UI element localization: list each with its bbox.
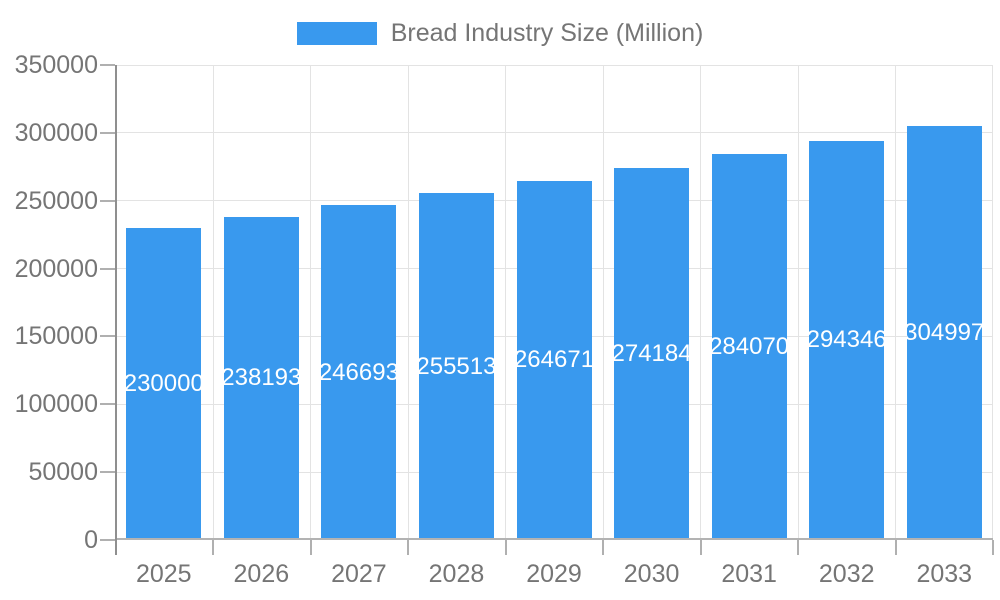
v-gridline	[212, 65, 214, 540]
y-axis-tick	[100, 131, 115, 134]
bar-value-label: 230000	[126, 369, 202, 397]
x-axis-tick	[894, 540, 897, 555]
bar-value-label: 294346	[809, 326, 885, 354]
x-axis-tick	[797, 540, 800, 555]
bar-value-label: 255513	[418, 352, 494, 380]
v-gridline	[700, 65, 702, 540]
bar[interactable]: 230000	[126, 227, 202, 540]
x-axis-tick	[504, 540, 507, 555]
plot-area: 230000 238193 246693 255513 264671 274184 2840…	[100, 64, 994, 555]
x-axis-baseline	[115, 538, 993, 540]
x-axis-tick	[991, 540, 994, 555]
v-gridline	[602, 65, 604, 540]
y-axis-labels: 0 50000 100000 150000 200000 250000 300000 3500…	[0, 51, 98, 554]
bar[interactable]: 238193	[223, 216, 299, 540]
y-axis-tick	[100, 267, 115, 270]
bar-value-label: 274184	[614, 339, 690, 367]
v-gridline	[407, 65, 409, 540]
bar-value-label: 284070	[711, 333, 787, 361]
x-tick-label: 2027	[331, 560, 387, 588]
legend-swatch	[296, 21, 377, 45]
x-tick-label: 2032	[818, 560, 875, 588]
y-tick-label: 150000	[14, 322, 98, 351]
x-axis-tick	[309, 540, 312, 555]
h-gridline	[115, 132, 993, 134]
bar[interactable]: 246693	[321, 205, 397, 540]
bar[interactable]: 294346	[809, 140, 885, 540]
x-tick-label: 2029	[526, 560, 582, 588]
y-axis-tick	[100, 64, 115, 66]
x-tick-label: 2026	[233, 560, 290, 588]
x-axis-labels: 2025 2026 2027 2028 2029 2030 2031 2032 2033	[115, 560, 993, 590]
y-tick-label: 350000	[14, 51, 98, 79]
bar-value-label: 238193	[223, 364, 299, 392]
y-axis-tick	[100, 471, 115, 474]
y-tick-label: 0	[84, 526, 98, 554]
x-axis-tick	[699, 540, 702, 555]
y-axis-tick	[100, 539, 115, 541]
bar[interactable]: 284070	[711, 154, 787, 540]
y-tick-label: 50000	[28, 458, 98, 487]
y-axis-tick	[100, 403, 115, 406]
v-gridline	[310, 65, 312, 540]
v-gridline	[895, 65, 897, 540]
legend-label: Bread Industry Size (Million)	[390, 19, 704, 47]
x-tick-label: 2025	[135, 560, 192, 588]
y-tick-label: 250000	[14, 186, 98, 215]
v-gridline	[797, 65, 799, 540]
v-gridline	[992, 65, 993, 540]
x-tick-label: 2031	[721, 560, 777, 588]
bar[interactable]: 255513	[418, 193, 494, 540]
x-tick-label: 2030	[623, 560, 680, 588]
bar[interactable]: 274184	[614, 167, 690, 540]
bar-value-label: 304997	[906, 319, 982, 347]
x-tick-label: 2033	[916, 560, 973, 588]
y-tick-label: 100000	[14, 390, 98, 419]
h-gridline	[115, 64, 993, 66]
x-tick-label: 2028	[428, 560, 485, 588]
x-axis-tick	[407, 540, 410, 555]
bar[interactable]: 264671	[516, 180, 592, 540]
bar-value-label: 246693	[321, 358, 397, 386]
y-axis-tick	[100, 199, 115, 202]
bar[interactable]: 304997	[906, 126, 982, 540]
bar-value-label: 264671	[516, 346, 592, 374]
y-axis-tick	[100, 335, 115, 338]
x-axis-tick	[212, 540, 215, 555]
legend[interactable]: Bread Industry Size (Million)	[0, 20, 1000, 46]
y-axis-line	[115, 65, 117, 555]
y-tick-label: 300000	[14, 118, 98, 147]
x-axis-tick	[602, 540, 605, 555]
y-tick-label: 200000	[14, 254, 98, 283]
v-gridline	[505, 65, 507, 540]
